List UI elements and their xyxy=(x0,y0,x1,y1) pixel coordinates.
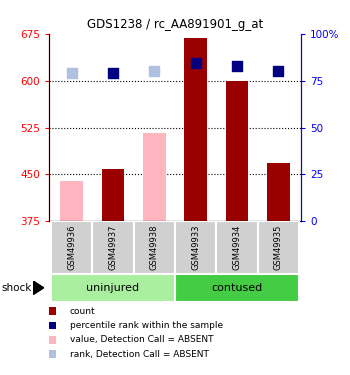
Bar xyxy=(175,274,299,302)
Text: count: count xyxy=(70,307,96,316)
Text: GSM49934: GSM49934 xyxy=(232,225,241,270)
Bar xyxy=(175,221,216,274)
Bar xyxy=(258,221,299,274)
Bar xyxy=(49,336,56,344)
Text: value, Detection Call = ABSENT: value, Detection Call = ABSENT xyxy=(70,335,214,344)
Point xyxy=(69,70,75,76)
Text: GSM49936: GSM49936 xyxy=(67,225,76,270)
Point xyxy=(275,68,281,74)
Point xyxy=(234,63,240,69)
Point xyxy=(110,69,116,75)
Bar xyxy=(184,38,207,221)
Bar xyxy=(51,274,175,302)
Text: percentile rank within the sample: percentile rank within the sample xyxy=(70,321,223,330)
Bar xyxy=(216,221,258,274)
Bar xyxy=(102,170,124,221)
Text: GSM49937: GSM49937 xyxy=(108,225,118,270)
Bar xyxy=(60,181,83,221)
Text: GSM49935: GSM49935 xyxy=(274,225,283,270)
Bar xyxy=(143,132,166,221)
Text: contused: contused xyxy=(211,283,262,293)
Text: shock: shock xyxy=(2,283,32,293)
Bar xyxy=(92,221,134,274)
Point xyxy=(193,60,198,66)
Point xyxy=(152,68,157,74)
Bar xyxy=(226,81,248,221)
Bar xyxy=(267,163,290,221)
Text: GDS1238 / rc_AA891901_g_at: GDS1238 / rc_AA891901_g_at xyxy=(87,18,263,31)
Bar xyxy=(49,308,56,315)
Bar xyxy=(49,350,56,358)
Text: GSM49933: GSM49933 xyxy=(191,225,200,270)
Text: GSM49938: GSM49938 xyxy=(150,225,159,270)
Bar xyxy=(49,322,56,329)
Polygon shape xyxy=(33,281,44,295)
Text: rank, Detection Call = ABSENT: rank, Detection Call = ABSENT xyxy=(70,350,209,358)
Bar xyxy=(134,221,175,274)
Bar xyxy=(51,221,92,274)
Text: uninjured: uninjured xyxy=(86,283,140,293)
